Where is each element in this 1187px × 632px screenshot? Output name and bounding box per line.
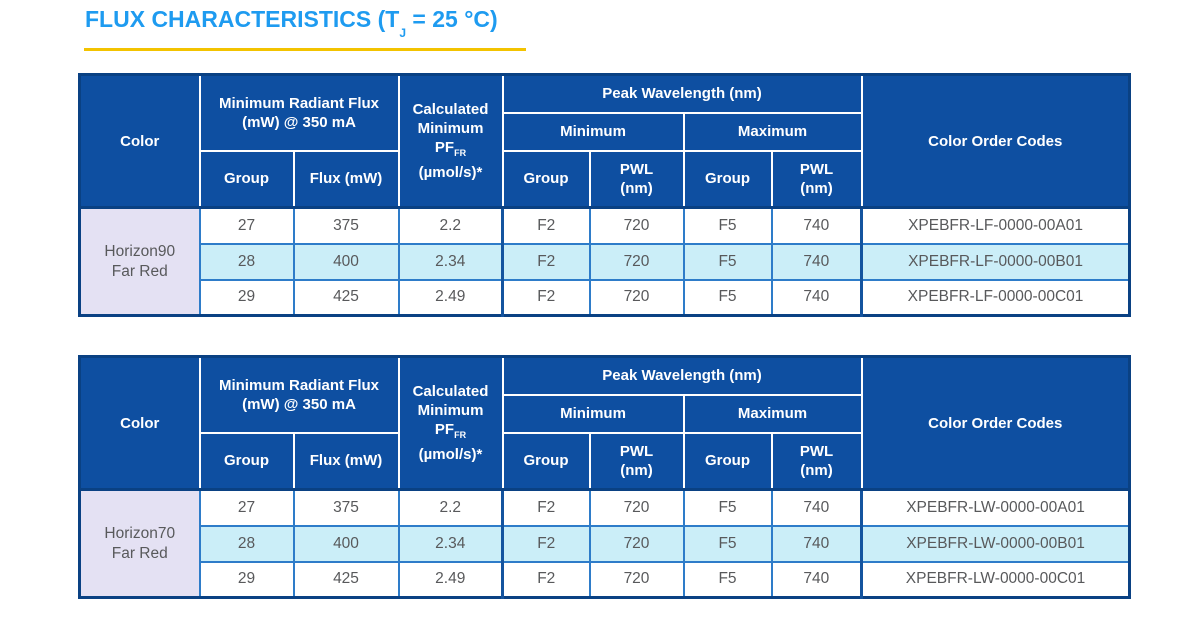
header-color: Color [78, 73, 201, 209]
header-color-order-codes: Color Order Codes [860, 355, 1131, 491]
header-min-radiant-flux: Minimum Radiant Flux (mW) @ 350 mA [198, 73, 400, 152]
table-row: 28 400 2.34 F2 720 F5 740 XPEBFR-LF-0000… [80, 242, 1131, 281]
color-name-line2: Far Red [111, 544, 168, 562]
header-color: Color [78, 355, 201, 491]
max-group-cell: F5 [682, 242, 773, 281]
flux-cell: 375 [292, 488, 400, 527]
header-color-order-codes: Color Order Codes [860, 73, 1131, 209]
table-row: 29 425 2.49 F2 720 F5 740 XPEBFR-LW-0000… [80, 560, 1131, 599]
min-pwl-cell: 720 [588, 560, 685, 599]
header-group: Group [501, 431, 591, 491]
header-calculated-min-pf: Calculated Minimum PFFR (µmol/s)* [397, 73, 504, 209]
title-underline [84, 48, 526, 51]
max-group-cell: F5 [682, 206, 773, 245]
flux-cell: 375 [292, 206, 400, 245]
color-name-line1: Horizon90 [104, 242, 176, 260]
max-group-cell: F5 [682, 560, 773, 599]
header-pwl: PWL (nm) [770, 431, 863, 491]
header-group: Group [198, 149, 295, 209]
max-pwl-cell: 740 [770, 524, 863, 563]
min-group-cell: F2 [501, 278, 591, 317]
page-title-subscript: J [399, 25, 407, 40]
group-cell: 27 [198, 206, 295, 245]
max-pwl-cell: 740 [770, 278, 863, 317]
header-pwl: PWL (nm) [588, 149, 685, 209]
flux-cell: 400 [292, 524, 400, 563]
max-pwl-cell: 740 [770, 242, 863, 281]
max-group-cell: F5 [682, 488, 773, 527]
group-cell: 28 [198, 524, 295, 563]
flux-table-horizon90: Color Minimum Radiant Flux (mW) @ 350 mA… [78, 73, 1131, 317]
pf-cell: 2.49 [397, 278, 504, 317]
header-maximum: Maximum [682, 393, 863, 434]
color-name-line1: Horizon70 [104, 524, 176, 542]
max-pwl-cell: 740 [770, 560, 863, 599]
pf-cell: 2.49 [397, 560, 504, 599]
header-group: Group [198, 431, 295, 491]
header-min-radiant-flux: Minimum Radiant Flux (mW) @ 350 mA [198, 355, 400, 434]
flux-cell: 400 [292, 242, 400, 281]
page-title-prefix: FLUX CHARACTERISTICS (T [85, 6, 400, 32]
flux-cell: 425 [292, 278, 400, 317]
header-peak-wavelength: Peak Wavelength (nm) [501, 355, 863, 396]
header-pwl: PWL (nm) [588, 431, 685, 491]
header-minimum: Minimum [501, 111, 685, 152]
min-group-cell: F2 [501, 524, 591, 563]
group-cell: 28 [198, 242, 295, 281]
min-group-cell: F2 [501, 560, 591, 599]
group-cell: 27 [198, 488, 295, 527]
flux-table-horizon70: Color Minimum Radiant Flux (mW) @ 350 mA… [78, 355, 1131, 599]
page-title-suffix: = 25 °C) [406, 6, 498, 32]
group-cell: 29 [198, 560, 295, 599]
header-peak-wavelength: Peak Wavelength (nm) [501, 73, 863, 114]
min-pwl-cell: 720 [588, 488, 685, 527]
group-cell: 29 [198, 278, 295, 317]
table-row: 28 400 2.34 F2 720 F5 740 XPEBFR-LW-0000… [80, 524, 1131, 563]
max-group-cell: F5 [682, 524, 773, 563]
color-name-line2: Far Red [111, 262, 168, 280]
header-flux-mw: Flux (mW) [292, 431, 400, 491]
flux-cell: 425 [292, 560, 400, 599]
pf-cell: 2.34 [397, 242, 504, 281]
table-row: 29 425 2.49 F2 720 F5 740 XPEBFR-LF-0000… [80, 278, 1131, 317]
max-pwl-cell: 740 [770, 488, 863, 527]
header-maximum: Maximum [682, 111, 863, 152]
header-flux-mw: Flux (mW) [292, 149, 400, 209]
pf-cell: 2.2 [397, 206, 504, 245]
header-pwl: PWL (nm) [770, 149, 863, 209]
min-group-cell: F2 [501, 488, 591, 527]
color-name-cell: Horizon90 Far Red [78, 206, 201, 317]
pf-cell: 2.34 [397, 524, 504, 563]
min-group-cell: F2 [501, 206, 591, 245]
min-pwl-cell: 720 [588, 206, 685, 245]
header-minimum: Minimum [501, 393, 685, 434]
code-cell: XPEBFR-LF-0000-00B01 [860, 242, 1131, 281]
code-cell: XPEBFR-LF-0000-00A01 [860, 206, 1131, 245]
min-pwl-cell: 720 [588, 242, 685, 281]
color-name-cell: Horizon70 Far Red [78, 488, 201, 599]
page-title: FLUX CHARACTERISTICS (TJ = 25 °C) [85, 6, 498, 40]
min-pwl-cell: 720 [588, 524, 685, 563]
max-group-cell: F5 [682, 278, 773, 317]
code-cell: XPEBFR-LW-0000-00B01 [860, 524, 1131, 563]
header-calculated-min-pf: Calculated Minimum PFFR (µmol/s)* [397, 355, 504, 491]
pf-cell: 2.2 [397, 488, 504, 527]
max-pwl-cell: 740 [770, 206, 863, 245]
table-row: Horizon70 Far Red 27 375 2.2 F2 720 F5 7… [78, 488, 1131, 599]
table-row: Horizon90 Far Red 27 375 2.2 F2 720 F5 7… [78, 206, 1131, 317]
code-cell: XPEBFR-LW-0000-00A01 [860, 488, 1131, 527]
header-group: Group [682, 431, 773, 491]
min-group-cell: F2 [501, 242, 591, 281]
header-group: Group [501, 149, 591, 209]
code-cell: XPEBFR-LW-0000-00C01 [860, 560, 1131, 599]
min-pwl-cell: 720 [588, 278, 685, 317]
code-cell: XPEBFR-LF-0000-00C01 [860, 278, 1131, 317]
header-group: Group [682, 149, 773, 209]
